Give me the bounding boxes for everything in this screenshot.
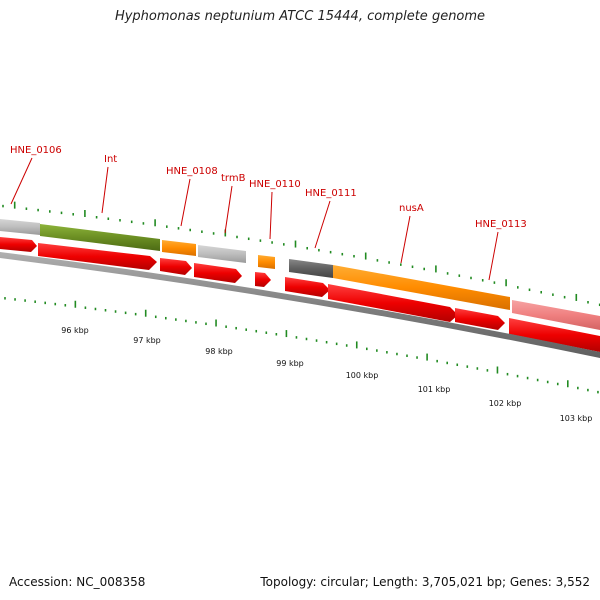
leader-line-trmb xyxy=(224,185,233,234)
lower-tick-marks xyxy=(4,297,599,394)
cds-arrow xyxy=(38,243,157,270)
leader-line-nusa xyxy=(400,215,411,264)
gene-label-hne-0110: HNE_0110 xyxy=(249,179,301,190)
cds-arrow xyxy=(509,318,600,352)
kbp-label: 98 kbp xyxy=(205,347,233,356)
kbp-label: 99 kbp xyxy=(276,359,304,368)
cds-arrows xyxy=(0,237,600,352)
cds-arrow xyxy=(455,308,505,330)
kbp-label: 97 kbp xyxy=(133,336,161,345)
cds-arrow xyxy=(285,277,330,297)
upper-tick-marks xyxy=(2,201,600,307)
gene-trmb-bar xyxy=(198,245,246,263)
gene-int-bar xyxy=(40,224,160,251)
gene-label-nusa: nusA xyxy=(399,203,424,214)
gene-label-hne-0106: HNE_0106 xyxy=(10,145,62,156)
kbp-label: 96 kbp xyxy=(61,326,89,335)
genome-summary-text: Topology: circular; Length: 3,705,021 bp… xyxy=(260,575,590,589)
label-leader-lines xyxy=(10,157,499,281)
gene-label-hne-0111: HNE_0111 xyxy=(305,188,357,199)
kbp-labels: 96 kbp 97 kbp 98 kbp 99 kbp 100 kbp 101 kbp 10… xyxy=(61,326,592,423)
kbp-label: 102 kbp xyxy=(489,399,522,408)
gene-label-hne-0113: HNE_0113 xyxy=(475,219,527,230)
map-title: Hyphomonas neptunium ATCC 15444, complet… xyxy=(114,9,486,24)
gene-hne-0110-bar xyxy=(258,255,275,269)
cds-arrow xyxy=(194,263,242,283)
gene-hne-0111-bar xyxy=(289,259,333,278)
cds-arrow xyxy=(160,258,192,275)
kbp-label: 100 kbp xyxy=(346,371,379,380)
leader-line-hne-0108 xyxy=(180,178,191,227)
leader-line-hne-0113 xyxy=(488,231,499,281)
leader-line-hne-0106 xyxy=(10,157,33,205)
gene-label-hne-0108: HNE_0108 xyxy=(166,166,218,177)
leader-line-int xyxy=(101,166,109,214)
cds-arrow xyxy=(0,237,37,252)
leader-line-hne-0111 xyxy=(314,200,331,249)
gene-label-int: Int xyxy=(104,154,117,165)
gene-nusa-bar xyxy=(333,265,510,310)
gene-hne-0106-bar xyxy=(0,219,40,235)
outer-strand-features xyxy=(0,219,600,330)
leader-line-hne-0110 xyxy=(269,191,273,240)
kbp-label: 103 kbp xyxy=(560,414,593,423)
accession-text: Accession: NC_008358 xyxy=(9,575,146,589)
kbp-label: 101 kbp xyxy=(418,385,451,394)
cds-arrow xyxy=(328,284,458,322)
genome-backbone xyxy=(0,252,600,358)
gene-hne-0113-bar xyxy=(512,300,600,330)
gene-label-trmb: trmB xyxy=(221,173,246,184)
gene-hne-0108-bar xyxy=(162,240,196,256)
cds-arrow xyxy=(255,272,271,287)
